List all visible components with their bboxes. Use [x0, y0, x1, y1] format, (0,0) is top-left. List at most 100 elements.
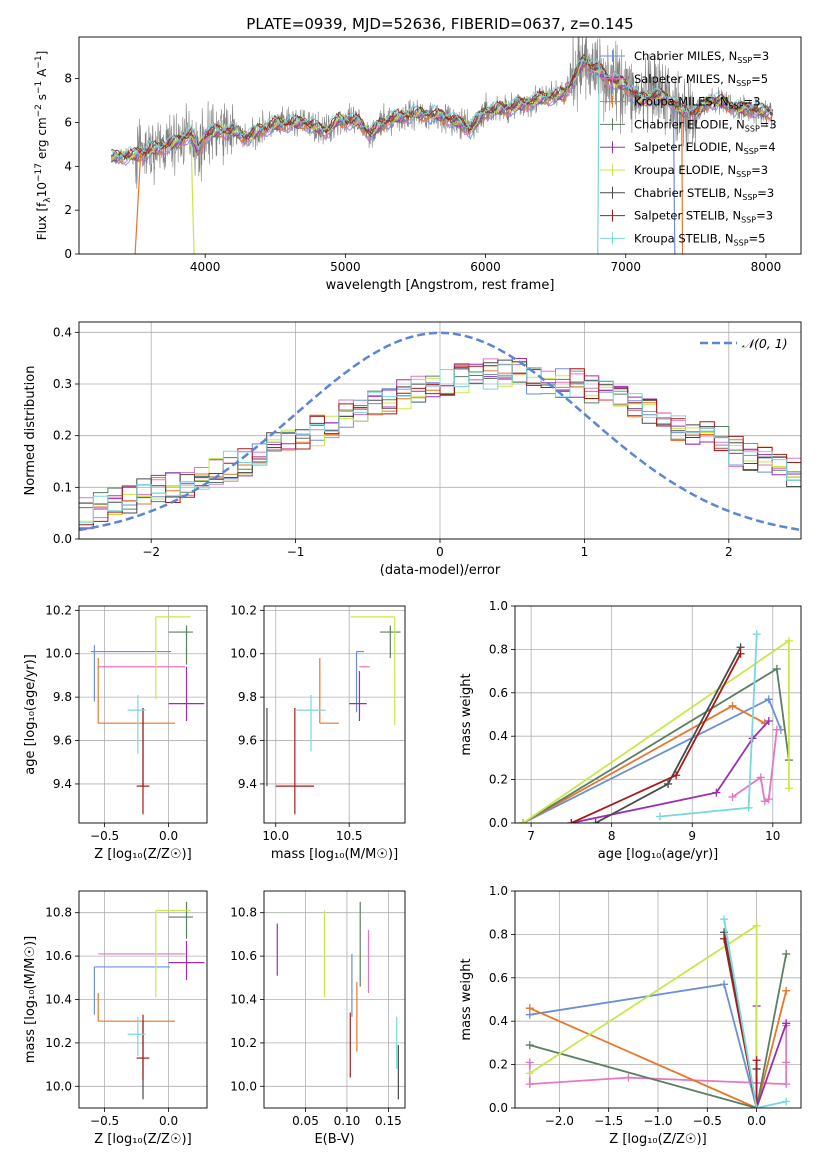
x-tick-label: −1 — [287, 545, 305, 559]
weight-point-marker — [784, 636, 793, 645]
legend-entry: Salpeter STELIB, NSSP=3 — [634, 209, 773, 225]
weight-point-marker — [744, 803, 753, 812]
x-tick-label: 2 — [725, 545, 733, 559]
x-axis-label: (data-model)/error — [380, 563, 501, 578]
legend-entry-subscript: SSP — [736, 79, 751, 88]
y-tick-label: 0 — [64, 247, 72, 261]
x-axis-label: wavelength [Angstrom, rest frame] — [326, 278, 555, 293]
x-tick-label: 7 — [527, 829, 535, 843]
y-tick-label: 10.0 — [45, 647, 72, 661]
weight-point-marker — [772, 725, 781, 734]
y-tick-label: 10.2 — [230, 1036, 257, 1050]
legend-entry-label: Chabrier ELODIE, N — [634, 117, 745, 131]
x-tick-label: 0.05 — [292, 1114, 319, 1128]
legend-entry-label: Salpeter STELIB, N — [634, 209, 741, 223]
y-axis-label-part: −1 — [34, 81, 44, 94]
model-spectrum-drop — [672, 100, 676, 254]
y-tick-label: 0.6 — [489, 971, 508, 985]
y-tick-label: 9.4 — [53, 777, 72, 791]
legend-entry-label: Kroupa STELIB, N — [634, 231, 734, 245]
weight-point-marker — [712, 788, 721, 797]
y-tick-label: 0.0 — [53, 532, 72, 546]
y-axis-label: Normed distribution — [23, 366, 38, 496]
x-tick-label: −0.5 — [90, 829, 119, 843]
x-axis-label: Z [log₁₀(Z/Z☉)] — [609, 1132, 706, 1147]
axes-frame — [263, 605, 406, 824]
legend-entry-subscript: SSP — [742, 193, 757, 202]
legend-entry-label: Salpeter ELODIE, N — [634, 140, 744, 154]
legend-entry-value: =3 — [744, 95, 761, 109]
axes-frame — [263, 890, 406, 1109]
x-tick-label: 7000 — [610, 260, 641, 274]
y-tick-label: 4 — [64, 159, 72, 173]
legend-entry-label: Salpeter MILES, N — [634, 72, 736, 86]
weight-point-marker — [756, 773, 765, 782]
x-tick-label: 0.0 — [159, 829, 178, 843]
weights-plot-area — [519, 630, 793, 823]
weights-plot-area — [525, 915, 791, 1108]
weight-series-line — [529, 990, 788, 1108]
weight-point-marker — [764, 795, 773, 804]
y-axis-label-part: −2 — [34, 104, 44, 117]
y-tick-label: 0.1 — [53, 480, 72, 494]
x-tick-label: 0.0 — [747, 1114, 766, 1128]
x-tick-label: −0.5 — [90, 1114, 119, 1128]
x-axis-label: E(B-V) — [314, 1132, 354, 1147]
axes-frame — [78, 321, 802, 540]
y-axis-label-part: ] — [35, 51, 49, 56]
x-axis-label: Z [log₁₀(Z/Z☉)] — [94, 847, 191, 862]
y-axis-label-part: A — [35, 68, 49, 81]
y-tick-label: 0.8 — [489, 927, 508, 941]
weight-point-marker — [736, 649, 745, 658]
weight-point-marker — [760, 797, 769, 806]
y-tick-label: 10.2 — [45, 603, 72, 617]
weight-series-line — [529, 953, 788, 1108]
y-axis-label-part: λ — [43, 197, 53, 203]
mass-vs-ebv-panel: 0.05 0.10 0.15 10.0 10.2 10.4 10.6 10.8 E(B-V) — [230, 890, 406, 1147]
x-tick-label: −1.0 — [643, 1114, 672, 1128]
legend-entry: Chabrier STELIB, NSSP=3 — [634, 186, 774, 202]
weight-series-line — [723, 919, 787, 1108]
model-spectrum-drop — [681, 109, 684, 254]
legend-entry-subscript: SSP — [745, 124, 760, 133]
legend-entry-subscript: SSP — [729, 102, 744, 111]
legend-entry-value: =3 — [756, 209, 773, 223]
y-axis-label: age [log₁₀(age/yr)] — [23, 654, 38, 775]
y-axis-label-part: −1 — [34, 55, 44, 68]
x-axis-label: mass [log₁₀(M/M☉)] — [271, 847, 398, 862]
weight-point-marker — [519, 819, 528, 823]
x-tick-label: −1.5 — [594, 1114, 623, 1128]
x-tick-label: 6000 — [470, 260, 501, 274]
weight-point-marker — [624, 1073, 633, 1082]
legend-entry-subscript: SSP — [736, 170, 751, 179]
legend-entry-label: Kroupa MILES, N — [634, 95, 729, 109]
y-tick-label: 10.6 — [230, 949, 257, 963]
x-tick-label: 0.15 — [375, 1114, 402, 1128]
weight-point-marker — [656, 812, 665, 821]
x-axis-label: Z [log₁₀(Z/Z☉)] — [94, 1132, 191, 1147]
y-tick-label: 10.4 — [230, 993, 257, 1007]
legend-entry-subscript: SSP — [741, 216, 756, 225]
weight-point-marker — [591, 819, 600, 823]
weight-point-marker — [525, 1004, 534, 1013]
y-axis-label: mass [log₁₀(M/M☉)] — [23, 936, 38, 1063]
legend-entry-label: Chabrier MILES, N — [634, 49, 737, 63]
x-axis-label: age [log₁₀(age/yr)] — [598, 847, 719, 862]
weight-point-marker — [782, 1019, 791, 1028]
axes-frame — [514, 605, 802, 824]
legend-entry-subscript: SSP — [737, 56, 752, 65]
residuals-plot-area — [79, 331, 801, 532]
weight-series-line — [571, 720, 770, 823]
y-tick-label: 1.0 — [489, 599, 508, 613]
y-tick-label: 0.8 — [489, 642, 508, 656]
weight-point-marker — [720, 915, 729, 924]
weight-point-marker — [782, 1080, 791, 1089]
model-spectrum-line — [110, 57, 773, 161]
legend-entry-value: =5 — [749, 231, 766, 245]
model-spectrum-drop — [597, 65, 600, 254]
y-tick-label: 10.8 — [230, 906, 257, 920]
weight-point-marker — [752, 1104, 761, 1108]
y-tick-label: 8 — [64, 72, 72, 86]
y-tick-label: 0.4 — [489, 1014, 508, 1028]
